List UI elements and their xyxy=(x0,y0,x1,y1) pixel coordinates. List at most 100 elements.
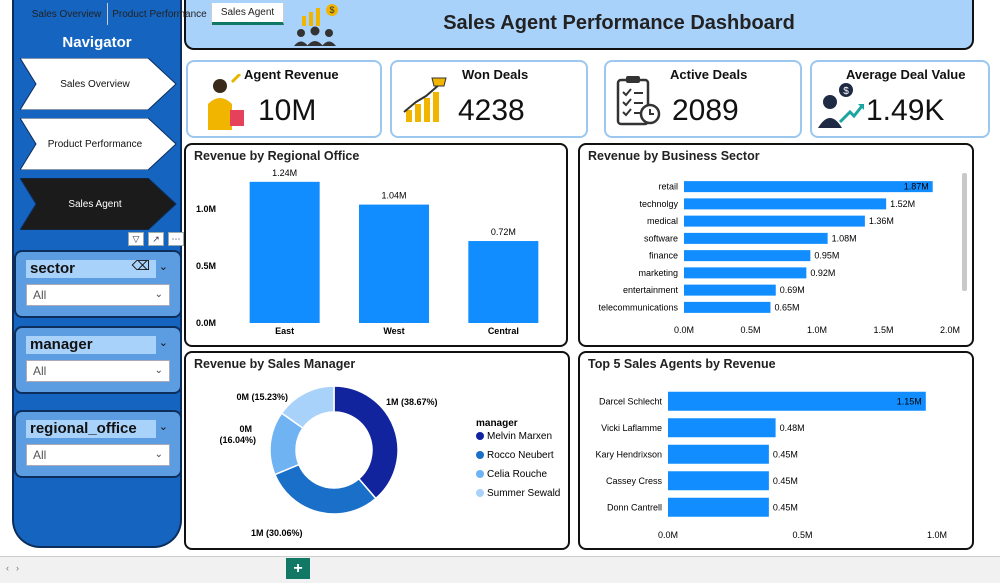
data-label: 0.95M xyxy=(814,251,839,261)
x-tick-label: East xyxy=(275,326,294,336)
bar xyxy=(668,418,776,438)
regional-office-slicer: regional_office ⌄ All ⌄ xyxy=(14,410,182,478)
dropdown-value: All xyxy=(33,288,47,302)
kpi-average-deal-value-card: $ Average Deal Value 1.49K xyxy=(810,60,990,138)
scrollbar[interactable] xyxy=(962,173,967,291)
kpi-label: Agent Revenue xyxy=(244,67,339,82)
chart-title: Revenue by Business Sector xyxy=(588,149,760,163)
top-agents-chart-card: Darcel Schlecht 1.15M Vicki Laflamme 0.48M K… xyxy=(578,351,974,550)
category-label: medical xyxy=(647,216,678,226)
slice-label: 1M (38.67%) xyxy=(386,397,438,407)
manager-dropdown[interactable]: All ⌄ xyxy=(26,360,170,382)
regional-office-chart-card: 0.0M 0.5M 1.0M 1.24M East 1.04M West 0.72M Centr… xyxy=(184,143,568,347)
slice-label: 0M (15.23%) xyxy=(236,392,288,402)
money-growth-icon: $ xyxy=(818,83,864,128)
chart-svg: Darcel Schlecht 1.15M Vicki Laflamme 0.48M K… xyxy=(595,391,947,540)
tab-sales-overview[interactable]: Sales Overview xyxy=(26,3,108,25)
chevron-down-icon: ⌄ xyxy=(154,365,163,376)
x-tick-label: West xyxy=(383,326,404,336)
bar xyxy=(684,284,776,296)
arrow-shape xyxy=(20,58,177,110)
team-growth-icon: $ xyxy=(294,4,338,46)
bar xyxy=(249,181,320,323)
trophy-growth-icon xyxy=(403,77,447,122)
chart-svg: retail 1.87M technolgy 1.52M medical 1.36M sof… xyxy=(598,181,960,335)
chart-svg: 0.0M 0.5M 1.0M 1.24M East 1.04M West 0.72M Centr… xyxy=(196,168,539,336)
slicer-title: regional_office xyxy=(26,420,156,438)
pie-slice xyxy=(333,385,399,500)
slicer-title: manager xyxy=(26,336,156,354)
legend-label: Melvin Marxen xyxy=(487,431,552,442)
chart-title: Revenue by Regional Office xyxy=(194,149,360,163)
nav-product-performance-button[interactable]: Product Performance xyxy=(20,118,178,170)
x-tick-label: 0.5M xyxy=(792,530,812,540)
category-label: technolgy xyxy=(639,199,678,209)
nav-sales-overview-button[interactable]: Sales Overview xyxy=(20,58,178,110)
chart-svg: 1M (38.67%) 1M (30.06%) 0M(16.04%) 0M (15.2… xyxy=(219,385,560,538)
page-tabs-bar xyxy=(0,556,1000,583)
y-tick-label: 0.5M xyxy=(196,261,216,271)
dropdown-value: All xyxy=(33,364,47,378)
shopper-icon xyxy=(208,74,244,130)
filter-icon[interactable]: ▽ xyxy=(128,232,144,246)
chevron-down-icon[interactable]: ⌄ xyxy=(158,421,168,433)
tab-sales-agent[interactable]: Sales Agent xyxy=(212,3,284,25)
nav-item-label: Sales Overview xyxy=(60,78,130,90)
focus-mode-icon[interactable]: ↗ xyxy=(148,232,164,246)
tab-prev-icon[interactable]: ‹ xyxy=(6,563,9,573)
x-tick-label: 0.0M xyxy=(658,530,678,540)
regional-office-dropdown[interactable]: All ⌄ xyxy=(26,444,170,466)
category-label: telecommunications xyxy=(598,302,678,312)
data-label: 0.69M xyxy=(780,285,805,295)
x-tick-label: Central xyxy=(488,326,519,336)
x-tick-label: 1.0M xyxy=(927,530,947,540)
data-label: 1.15M xyxy=(897,396,922,406)
category-label: Vicki Laflamme xyxy=(601,423,662,433)
svg-text:$: $ xyxy=(329,5,334,15)
page-title: Sales Agent Performance Dashboard xyxy=(443,11,795,34)
bar xyxy=(684,181,933,193)
add-page-button[interactable]: + xyxy=(286,558,310,579)
y-tick-label: 1.0M xyxy=(196,204,216,214)
category-label: retail xyxy=(658,182,678,192)
kpi-value: 2089 xyxy=(672,94,739,127)
legend-label: Celia Rouche xyxy=(487,469,547,480)
bar xyxy=(684,250,811,262)
chevron-down-icon[interactable]: ⌄ xyxy=(158,261,168,273)
data-label: 1.04M xyxy=(381,191,406,201)
data-label: 1.52M xyxy=(890,199,915,209)
chevron-down-icon: ⌄ xyxy=(154,449,163,460)
tab-next-icon[interactable]: › xyxy=(16,563,19,573)
category-label: Kary Hendrixson xyxy=(595,449,662,459)
more-options-icon[interactable]: ⋯ xyxy=(168,232,184,246)
data-label: 0.45M xyxy=(773,476,798,486)
x-tick-label: 0.0M xyxy=(674,325,694,335)
visual-header-toolbar: ▽ ↗ ⋯ xyxy=(128,232,184,248)
data-label: 1.08M xyxy=(832,233,857,243)
kpi-value: 1.49K xyxy=(866,94,945,127)
arrow-shape xyxy=(20,118,177,170)
chevron-down-icon: ⌄ xyxy=(154,289,163,300)
dashboard-header: $ Sales Agent Performance Dashboard xyxy=(184,0,974,50)
kpi-label: Average Deal Value xyxy=(846,67,966,82)
sector-dropdown[interactable]: All ⌄ xyxy=(26,284,170,306)
manager-slicer: manager ⌄ All ⌄ xyxy=(14,326,182,394)
chevron-down-icon[interactable]: ⌄ xyxy=(158,337,168,349)
bar xyxy=(668,391,926,411)
bar xyxy=(684,198,887,210)
sector-slicer: sector ⌫ ⌄ All ⌄ xyxy=(14,250,182,318)
category-label: finance xyxy=(649,251,678,261)
data-label: 0.92M xyxy=(810,268,835,278)
data-label: 0.48M xyxy=(780,423,805,433)
data-label: 1.24M xyxy=(272,168,297,178)
category-label: entertainment xyxy=(623,285,679,295)
bar xyxy=(684,232,828,244)
dropdown-value: All xyxy=(33,448,47,462)
nav-sales-agent-button[interactable]: Sales Agent xyxy=(20,178,178,230)
chart-title: Top 5 Sales Agents by Revenue xyxy=(588,357,776,371)
bar xyxy=(684,301,771,313)
slice-label: 0M xyxy=(239,424,252,434)
tab-product-performance[interactable]: Product Performance xyxy=(108,3,212,25)
bar xyxy=(684,267,807,279)
eraser-icon[interactable]: ⌫ xyxy=(131,258,150,273)
